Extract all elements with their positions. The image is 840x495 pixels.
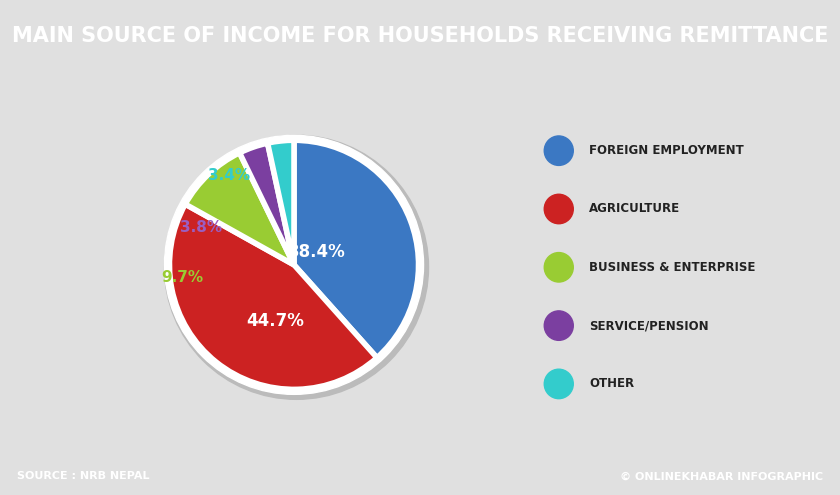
Circle shape bbox=[544, 136, 573, 165]
Text: 9.7%: 9.7% bbox=[160, 270, 203, 285]
Text: BUSINESS & ENTERPRISE: BUSINESS & ENTERPRISE bbox=[589, 261, 755, 274]
Circle shape bbox=[544, 194, 573, 224]
Wedge shape bbox=[186, 153, 294, 265]
Circle shape bbox=[165, 135, 423, 395]
Text: SERVICE/PENSION: SERVICE/PENSION bbox=[589, 319, 709, 332]
Text: 3.8%: 3.8% bbox=[180, 220, 222, 235]
Text: 44.7%: 44.7% bbox=[246, 312, 304, 330]
Text: MAIN SOURCE OF INCOME FOR HOUSEHOLDS RECEIVING REMITTANCE: MAIN SOURCE OF INCOME FOR HOUSEHOLDS REC… bbox=[12, 26, 828, 46]
Text: FOREIGN EMPLOYMENT: FOREIGN EMPLOYMENT bbox=[589, 144, 743, 157]
Wedge shape bbox=[294, 140, 418, 358]
Wedge shape bbox=[268, 140, 294, 265]
Text: 3.4%: 3.4% bbox=[208, 168, 250, 183]
Circle shape bbox=[544, 252, 573, 282]
Circle shape bbox=[544, 369, 573, 398]
Text: AGRICULTURE: AGRICULTURE bbox=[589, 202, 680, 215]
Text: SOURCE : NRB NEPAL: SOURCE : NRB NEPAL bbox=[17, 471, 150, 482]
Text: OTHER: OTHER bbox=[589, 377, 634, 391]
Circle shape bbox=[165, 135, 428, 399]
Text: © ONLINEKHABAR INFOGRAPHIC: © ONLINEKHABAR INFOGRAPHIC bbox=[620, 471, 823, 482]
Wedge shape bbox=[239, 143, 294, 265]
Wedge shape bbox=[170, 204, 377, 390]
Text: 38.4%: 38.4% bbox=[287, 244, 345, 261]
Circle shape bbox=[544, 311, 573, 341]
